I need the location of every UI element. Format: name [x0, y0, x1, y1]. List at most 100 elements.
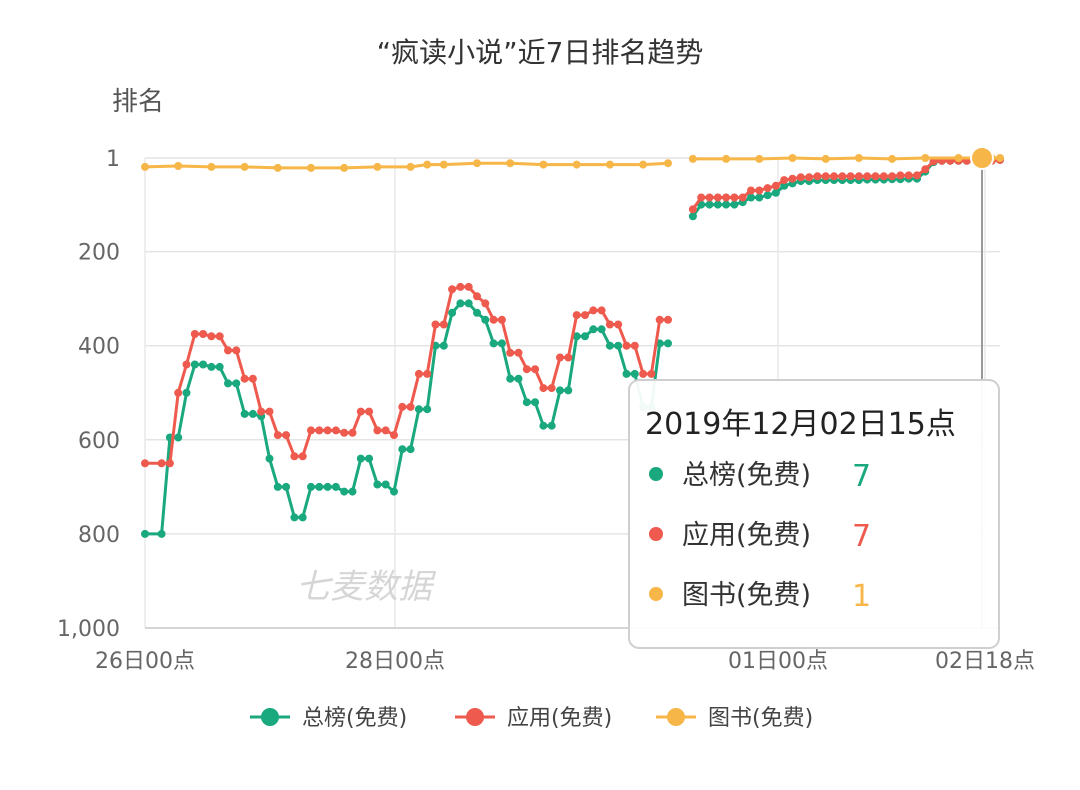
data-point: [464, 299, 473, 308]
legend-marker: [466, 708, 484, 726]
data-point: [539, 160, 548, 169]
legend[interactable]: 总榜(免费) 应用(免费) 图书(免费): [250, 706, 813, 731]
data-point: [323, 482, 332, 491]
data-point: [722, 154, 731, 163]
data-point: [747, 186, 755, 195]
data-point: [564, 386, 573, 395]
series-2: [141, 155, 1004, 468]
tooltip-value: 7: [852, 519, 871, 554]
series-line: [691, 158, 1001, 218]
series-line: [144, 161, 669, 170]
data-point: [605, 320, 614, 329]
data-point: [423, 160, 432, 169]
data-point: [788, 174, 797, 183]
data-point: [414, 369, 423, 378]
data-point: [813, 172, 822, 181]
data-point: [755, 154, 764, 163]
data-point: [688, 154, 697, 163]
data-point: [373, 480, 382, 489]
data-point: [497, 339, 506, 348]
data-point: [182, 360, 191, 369]
data-point: [788, 154, 797, 162]
data-point: [141, 162, 149, 171]
data-point: [896, 171, 905, 180]
data-point: [605, 341, 614, 350]
x-tick-label: 26日00点: [95, 649, 195, 674]
data-point: [514, 374, 523, 383]
data-point: [639, 160, 648, 169]
data-point: [639, 369, 648, 378]
data-point: [888, 154, 897, 163]
data-point: [597, 325, 606, 334]
y-tick-label: 800: [78, 523, 120, 548]
series-line: [145, 301, 668, 536]
data-point: [207, 162, 216, 171]
data-point: [331, 482, 340, 491]
data-point: [174, 388, 183, 397]
data-point: [141, 459, 149, 468]
data-point: [331, 426, 340, 435]
data-point: [713, 193, 722, 202]
data-point: [381, 426, 390, 435]
legend-item[interactable]: 总榜(免费): [250, 706, 407, 731]
data-point: [664, 339, 672, 348]
data-point: [921, 165, 930, 174]
data-point: [373, 426, 382, 435]
data-point: [481, 315, 490, 324]
y-tick-label: 1,000: [57, 617, 120, 642]
data-point: [439, 160, 448, 169]
data-point: [307, 163, 315, 172]
data-point: [771, 188, 780, 197]
data-point: [406, 402, 415, 411]
watermark: 七麦数据: [296, 567, 437, 607]
data-point: [456, 299, 465, 308]
data-point: [614, 341, 623, 350]
data-point: [688, 212, 697, 221]
data-point: [340, 428, 349, 437]
data-point: [854, 154, 863, 162]
data-point: [547, 421, 556, 430]
data-point: [448, 285, 457, 294]
legend-label: 图书(免费): [708, 706, 813, 731]
tooltip-marker: [649, 467, 663, 481]
data-point: [647, 369, 656, 378]
data-point: [439, 320, 448, 329]
data-point: [954, 154, 963, 162]
data-point: [439, 341, 448, 350]
tooltip-value: 1: [852, 579, 871, 614]
data-point: [738, 193, 747, 202]
data-point: [240, 409, 249, 418]
data-point: [240, 162, 249, 171]
data-point: [390, 487, 398, 496]
data-point: [522, 398, 531, 407]
data-point: [315, 426, 324, 435]
data-point: [705, 193, 714, 202]
data-point: [456, 282, 465, 291]
data-point: [763, 191, 772, 200]
data-point: [174, 433, 183, 442]
data-point: [481, 299, 490, 308]
data-point: [780, 176, 789, 185]
data-point: [771, 181, 780, 190]
data-point: [182, 388, 191, 397]
legend-label: 总榜(免费): [302, 706, 407, 731]
tooltip-box: [628, 379, 1000, 649]
legend-item[interactable]: 应用(免费): [455, 706, 612, 731]
hover-point[interactable]: [970, 146, 994, 170]
legend-item[interactable]: 图书(免费): [656, 706, 813, 731]
data-point: [572, 160, 581, 169]
tooltip-value: 7: [852, 459, 871, 494]
data-point: [448, 308, 457, 317]
legend-marker: [667, 708, 685, 726]
data-point: [589, 325, 598, 334]
x-axis-ticks: 26日00点 28日00点 01日00点 02日18点: [95, 649, 1035, 674]
data-point: [340, 487, 349, 496]
data-point: [298, 513, 307, 522]
data-point: [838, 172, 847, 181]
data-point: [539, 421, 548, 430]
tooltip-series-name: 图书(免费): [682, 580, 811, 611]
data-point: [556, 386, 564, 395]
data-point: [340, 163, 349, 172]
data-point: [581, 311, 589, 320]
data-point: [597, 306, 606, 315]
